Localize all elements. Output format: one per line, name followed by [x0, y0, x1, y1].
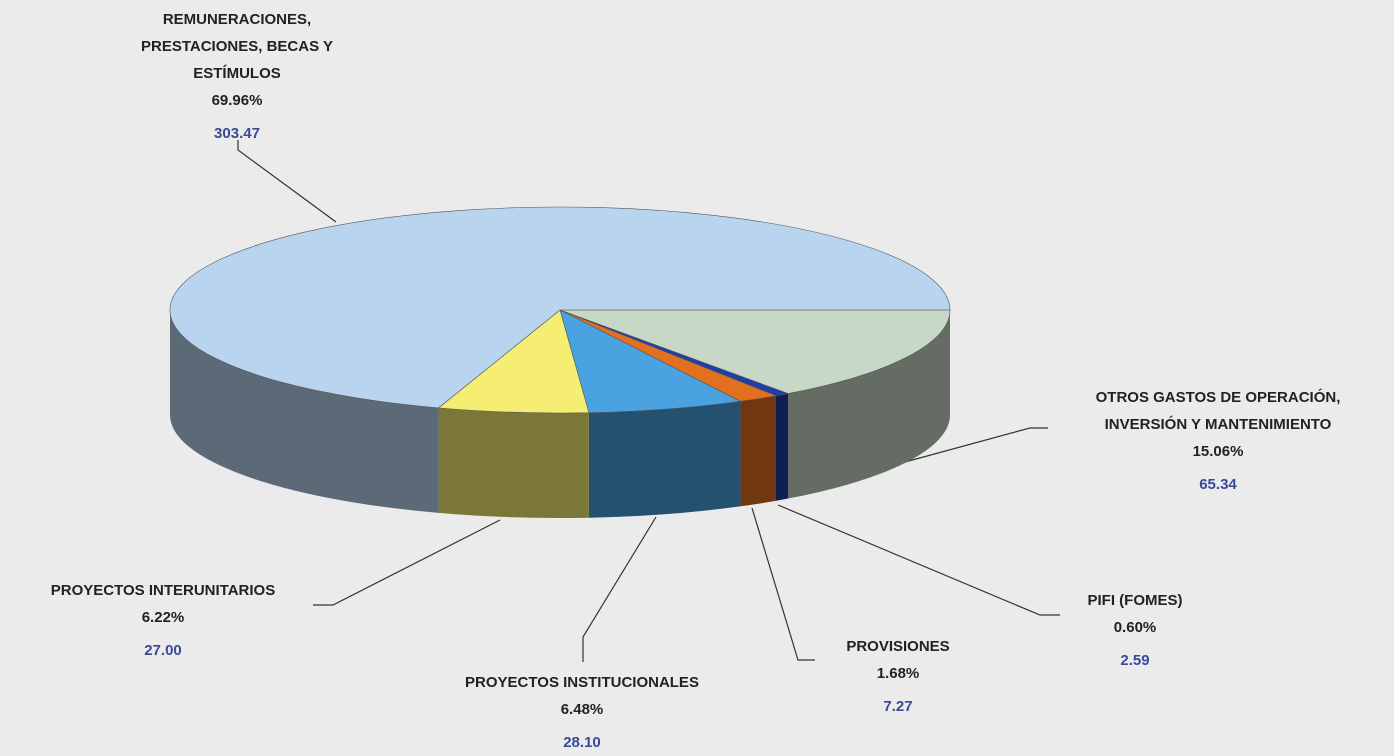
percent-label: 1.68%	[876, 665, 920, 682]
slice-top	[169, 206, 951, 409]
category-label: PROVISIONES	[846, 638, 950, 655]
slice-label: PIFI (FOMES) 0.60% 2.59	[1035, 587, 1235, 674]
slice-side-shade	[740, 395, 776, 507]
leader-line	[751, 507, 815, 661]
slice-label: OTROS GASTOS DE OPERACIÓN, INVERSIÓN Y M…	[1053, 384, 1383, 498]
leader-line	[237, 140, 337, 223]
amount-label: 28.10	[563, 734, 601, 751]
category-label: PROYECTOS INSTITUCIONALES	[465, 674, 699, 691]
slice-label: PROYECTOS INSTITUCIONALES 6.48% 28.10	[402, 669, 762, 756]
slice-side-shade	[775, 393, 789, 501]
slice-label: REMUNERACIONES, PRESTACIONES, BECAS Y ES…	[112, 6, 362, 147]
slice-side-shade	[588, 401, 741, 518]
percent-label: 6.22%	[141, 609, 185, 626]
slice-top	[437, 309, 590, 414]
slice-top	[559, 309, 742, 414]
leader-line	[777, 504, 1060, 616]
amount-label: 303.47	[214, 125, 260, 142]
slice-side-shade	[438, 407, 589, 519]
category-label: PROYECTOS INTERUNITARIOS	[50, 582, 276, 599]
leader-line	[582, 516, 657, 662]
slice-top	[559, 309, 951, 394]
slice-side-shade	[788, 310, 950, 499]
leader-line	[904, 427, 1048, 463]
percent-label: 69.96%	[211, 92, 263, 109]
pie	[169, 206, 951, 519]
slice-label: PROYECTOS INTERUNITARIOS 6.22% 27.00	[3, 577, 323, 664]
category-label: OTROS GASTOS DE OPERACIÓN, INVERSIÓN Y M…	[1095, 389, 1341, 433]
leader-line	[313, 519, 501, 606]
percent-label: 0.60%	[1113, 619, 1157, 636]
amount-label: 27.00	[144, 642, 182, 659]
amount-label: 65.34	[1199, 476, 1237, 493]
percent-label: 6.48%	[560, 701, 604, 718]
amount-label: 2.59	[1120, 652, 1150, 669]
percent-label: 15.06%	[1192, 443, 1244, 460]
slice-side-shade	[170, 310, 439, 513]
amount-label: 7.27	[883, 698, 913, 715]
category-label: PIFI (FOMES)	[1087, 592, 1183, 609]
slice-label: PROVISIONES 1.68% 7.27	[798, 633, 998, 720]
category-label: REMUNERACIONES, PRESTACIONES, BECAS Y ES…	[141, 11, 333, 82]
